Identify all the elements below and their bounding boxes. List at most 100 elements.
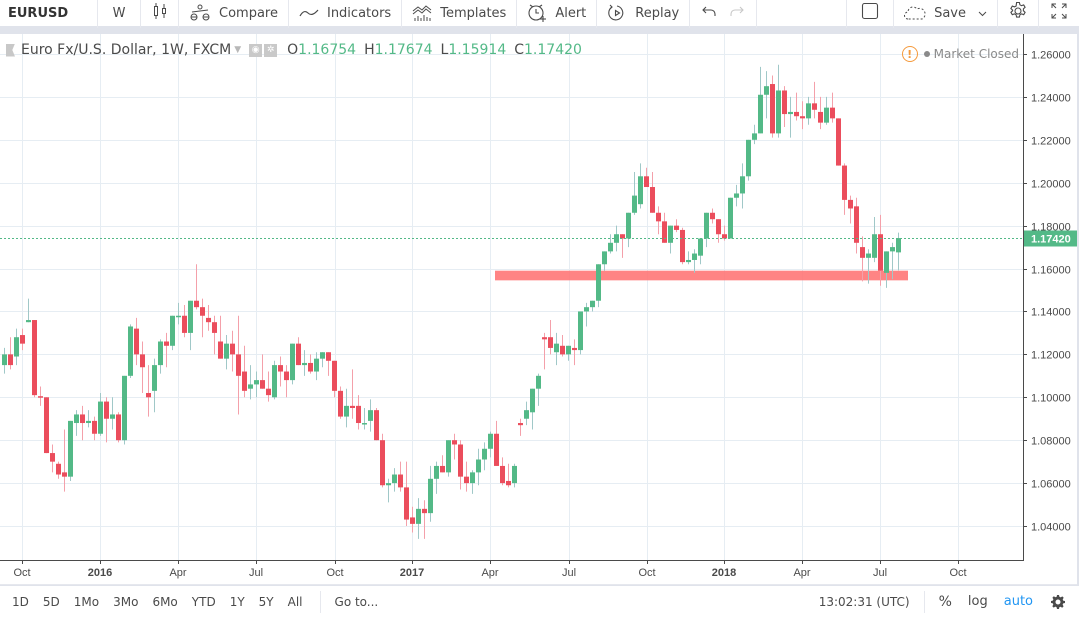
- warning-icon[interactable]: !: [901, 46, 918, 62]
- fullscreen-button[interactable]: [1039, 0, 1079, 28]
- candles: [2, 64, 901, 539]
- grid: [0, 34, 1023, 560]
- svg-text:Apr: Apr: [793, 567, 810, 579]
- chart-style-button[interactable]: [141, 0, 179, 28]
- last-price-label: 1.17420: [1024, 230, 1077, 247]
- redo-icon[interactable]: [730, 5, 745, 21]
- range-button-6mo[interactable]: 6Mo: [152, 594, 178, 609]
- cloud-icon: [904, 6, 926, 20]
- svg-text:2017: 2017: [400, 567, 424, 579]
- candlestick-chart[interactable]: 1.260001.240001.220001.200001.180001.160…: [0, 34, 1079, 585]
- toolbar-spacer: [757, 0, 848, 28]
- undo-icon[interactable]: [702, 5, 716, 21]
- series-title[interactable]: Euro Fx/U.S. Dollar, 1W, FXCM: [21, 42, 232, 58]
- svg-text:2016: 2016: [88, 567, 112, 579]
- open-value: 1.16754: [298, 42, 357, 58]
- close-value: 1.17420: [524, 42, 582, 58]
- alert-label: Alert: [555, 5, 587, 21]
- high-label: H: [364, 42, 375, 58]
- replay-label: Replay: [635, 5, 680, 21]
- templates-label: Templates: [440, 5, 507, 21]
- svg-text:Oct: Oct: [638, 567, 655, 579]
- compare-label: Compare: [219, 5, 278, 21]
- auto-scale-toggle[interactable]: auto: [1003, 594, 1033, 609]
- interval-button[interactable]: W: [98, 0, 141, 28]
- indicators-icon: [299, 7, 319, 19]
- status-dot-icon: [923, 51, 930, 57]
- range-button-1mo[interactable]: 1Mo: [73, 594, 100, 609]
- caret-down-icon[interactable]: ▼: [234, 45, 242, 55]
- save-button[interactable]: Save: [894, 0, 998, 28]
- close-label: C: [514, 42, 525, 58]
- svg-text:Apr: Apr: [169, 567, 186, 579]
- chart-pane[interactable]: 1.26000 1.24000 1.22000 1.20000 1.18000 1.160…: [0, 34, 1079, 585]
- candles-icon: [152, 2, 168, 24]
- svg-text:1.06000: 1.06000: [1031, 479, 1071, 491]
- alert-icon: [527, 3, 547, 23]
- clock[interactable]: 13:02:31 (UTC): [818, 590, 925, 613]
- goto-button[interactable]: Go to...: [319, 590, 379, 613]
- layout-button[interactable]: [847, 0, 895, 28]
- svg-text:1.12000: 1.12000: [1031, 350, 1071, 362]
- replay-button[interactable]: Replay: [597, 0, 691, 28]
- time-axis[interactable]: Oct 2016 Apr Jul Oct 2017 Apr Jul Oct 2018 Apr Jul O…: [13, 560, 967, 579]
- svg-text:1.26000: 1.26000: [1031, 50, 1071, 62]
- svg-text:1.10000: 1.10000: [1031, 393, 1071, 405]
- clock-text: 13:02:31 (UTC): [818, 594, 910, 609]
- range-button-1d[interactable]: 1D: [12, 594, 29, 609]
- range-button-1y[interactable]: 1Y: [229, 594, 245, 609]
- bottom-toolbar: 1D 5D 1Mo 3Mo 6Mo YTD 1Y 5Y All Go to... 13:02:3…: [0, 586, 1079, 617]
- interval-label: W: [112, 5, 126, 21]
- price-axis[interactable]: 1.260001.240001.220001.200001.180001.160…: [1023, 50, 1071, 534]
- svg-text:Jul: Jul: [249, 567, 263, 579]
- svg-text:Jul: Jul: [873, 567, 887, 579]
- svg-text:1.14000: 1.14000: [1031, 307, 1071, 319]
- settings-button[interactable]: [998, 0, 1039, 28]
- goto-label: Go to...: [334, 594, 379, 609]
- market-status: ! Market Closed: [901, 46, 1019, 62]
- svg-text:Oct: Oct: [326, 567, 343, 579]
- gear-icon: [1008, 1, 1028, 25]
- percent-scale-toggle[interactable]: %: [938, 593, 952, 610]
- indicators-label: Indicators: [326, 5, 392, 21]
- alert-button[interactable]: Alert: [517, 0, 598, 28]
- market-status-text: Market Closed: [933, 47, 1019, 61]
- low-label: L: [440, 42, 449, 58]
- range-button-3mo[interactable]: 3Mo: [113, 594, 139, 609]
- open-label: O: [287, 42, 299, 58]
- svg-text:1.04000: 1.04000: [1031, 522, 1071, 534]
- range-button-5d[interactable]: 5D: [42, 594, 60, 609]
- svg-text:1.08000: 1.08000: [1031, 436, 1071, 448]
- range-button-ytd[interactable]: YTD: [191, 594, 216, 609]
- series-legend: Euro Fx/U.S. Dollar, 1W, FXCM ▼ ◉ ✲ O 1.1…: [6, 42, 582, 58]
- templates-button[interactable]: Templates: [402, 0, 518, 28]
- symbol-search-button[interactable]: EURUSD: [0, 0, 98, 28]
- chevron-down-icon[interactable]: [978, 6, 987, 21]
- svg-text:Jul: Jul: [562, 567, 576, 579]
- range-button-5y[interactable]: 5Y: [258, 594, 274, 609]
- templates-icon: [412, 4, 432, 22]
- svg-text:1.17420: 1.17420: [1031, 234, 1071, 246]
- gear-icon[interactable]: [1041, 594, 1079, 609]
- svg-text:1.20000: 1.20000: [1031, 179, 1071, 191]
- compare-button[interactable]: Compare: [179, 0, 289, 28]
- layout-icon: [861, 2, 879, 24]
- indicators-button[interactable]: Indicators: [289, 0, 403, 28]
- support-zone-rectangle[interactable]: [495, 270, 908, 281]
- save-label: Save: [934, 5, 966, 21]
- flag-icon[interactable]: [6, 43, 15, 57]
- svg-text:1.24000: 1.24000: [1031, 93, 1071, 105]
- symbol-label: EURUSD: [8, 5, 69, 21]
- svg-text:2018: 2018: [712, 567, 736, 579]
- replay-icon: [607, 3, 627, 23]
- svg-text:Oct: Oct: [949, 567, 966, 579]
- log-scale-toggle[interactable]: log: [967, 594, 988, 609]
- top-toolbar: EURUSD W Compare Indicators Templates: [0, 0, 1079, 30]
- settings-small-icon[interactable]: ✲: [264, 43, 278, 57]
- eye-icon[interactable]: ◉: [249, 43, 263, 57]
- high-value: 1.17674: [374, 42, 433, 58]
- compare-icon: [189, 4, 211, 22]
- range-button-all[interactable]: All: [287, 594, 303, 609]
- svg-text:Apr: Apr: [481, 567, 498, 579]
